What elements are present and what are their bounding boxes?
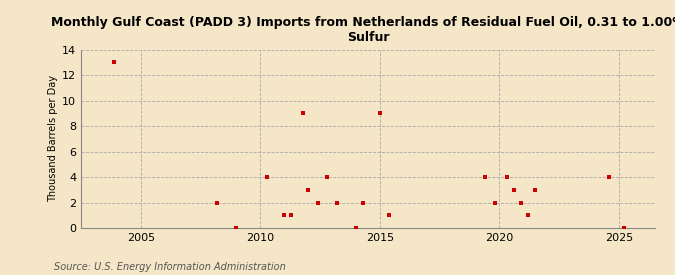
- Point: [508, 188, 519, 192]
- Point: [286, 213, 297, 218]
- Point: [516, 200, 526, 205]
- Point: [358, 200, 369, 205]
- Point: [489, 200, 500, 205]
- Point: [298, 111, 308, 116]
- Point: [322, 175, 333, 179]
- Point: [212, 200, 223, 205]
- Point: [618, 226, 629, 230]
- Point: [375, 111, 385, 116]
- Point: [313, 200, 323, 205]
- Point: [384, 213, 395, 218]
- Point: [480, 175, 491, 179]
- Y-axis label: Thousand Barrels per Day: Thousand Barrels per Day: [48, 75, 58, 202]
- Point: [522, 213, 533, 218]
- Point: [350, 226, 361, 230]
- Title: Monthly Gulf Coast (PADD 3) Imports from Netherlands of Residual Fuel Oil, 0.31 : Monthly Gulf Coast (PADD 3) Imports from…: [51, 16, 675, 44]
- Point: [501, 175, 512, 179]
- Point: [109, 60, 120, 64]
- Point: [231, 226, 242, 230]
- Point: [279, 213, 290, 218]
- Point: [331, 200, 342, 205]
- Text: Source: U.S. Energy Information Administration: Source: U.S. Energy Information Administ…: [54, 262, 286, 272]
- Point: [604, 175, 615, 179]
- Point: [262, 175, 273, 179]
- Point: [302, 188, 313, 192]
- Point: [530, 188, 541, 192]
